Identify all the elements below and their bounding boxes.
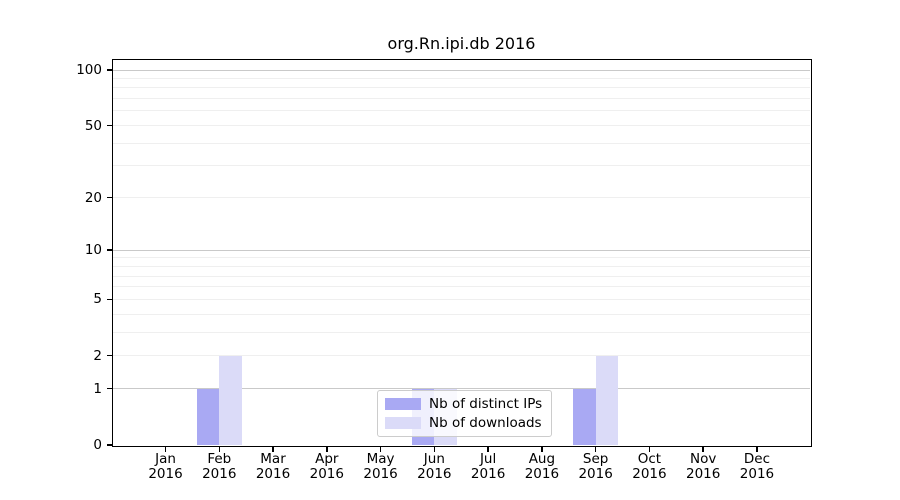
x-tick-label: Jul 2016 bbox=[470, 451, 506, 482]
y-tick-mark bbox=[106, 298, 112, 301]
minor-gridline bbox=[113, 125, 810, 127]
y-tick-label: 50 bbox=[84, 117, 102, 134]
y-tick-label: 10 bbox=[84, 242, 102, 259]
y-tick-mark bbox=[106, 249, 112, 251]
x-tick-mark bbox=[379, 446, 382, 452]
y-tick-label: 100 bbox=[76, 62, 102, 78]
x-tick-label: May 2016 bbox=[363, 451, 398, 482]
legend-swatch-distinct-ips-icon bbox=[385, 398, 421, 410]
minor-gridline bbox=[113, 87, 810, 89]
legend: Nb of distinct IPs Nb of downloads bbox=[377, 390, 553, 437]
major-gridline bbox=[113, 69, 810, 71]
x-tick-label: Mar 2016 bbox=[255, 451, 291, 482]
x-tick-label: Nov 2016 bbox=[686, 451, 721, 482]
minor-gridline bbox=[113, 286, 810, 288]
x-tick-label: Feb 2016 bbox=[202, 451, 237, 482]
x-tick-mark bbox=[756, 446, 758, 452]
y-tick-mark bbox=[106, 444, 112, 446]
minor-gridline bbox=[113, 110, 810, 112]
major-gridline bbox=[113, 388, 810, 390]
y-tick-label: 20 bbox=[84, 189, 102, 206]
minor-gridline bbox=[113, 355, 810, 357]
minor-gridline bbox=[113, 298, 810, 300]
x-tick-label: Jan 2016 bbox=[148, 451, 183, 482]
bar-downloads bbox=[595, 355, 619, 445]
minor-gridline bbox=[113, 98, 810, 100]
x-tick-mark bbox=[541, 446, 543, 452]
minor-gridline bbox=[113, 265, 810, 267]
legend-label-downloads: Nb of downloads bbox=[429, 415, 542, 431]
x-tick-label: Aug 2016 bbox=[524, 451, 560, 482]
minor-gridline bbox=[113, 257, 810, 259]
x-tick-label: Dec 2016 bbox=[739, 451, 775, 482]
x-tick-label: Oct 2016 bbox=[632, 451, 667, 482]
y-tick-label: 1 bbox=[93, 380, 102, 397]
chart-title: org.Rn.ipi.db 2016 bbox=[387, 34, 536, 53]
legend-entry-downloads: Nb of downloads bbox=[385, 415, 542, 431]
y-tick-mark bbox=[106, 196, 112, 199]
bar-distinct-ips bbox=[196, 388, 220, 445]
y-tick-label: 0 bbox=[93, 437, 102, 453]
minor-gridline bbox=[113, 331, 810, 333]
bar-downloads bbox=[219, 355, 242, 445]
minor-gridline bbox=[113, 165, 810, 167]
y-tick-label: 2 bbox=[93, 347, 102, 364]
y-tick-mark bbox=[106, 354, 112, 357]
x-tick-mark bbox=[702, 446, 704, 452]
x-tick-mark bbox=[487, 446, 489, 452]
minor-gridline bbox=[113, 77, 810, 79]
legend-entry-distinct-ips: Nb of distinct IPs bbox=[385, 396, 542, 412]
major-gridline bbox=[113, 249, 810, 251]
y-tick-mark bbox=[106, 69, 112, 71]
x-tick-mark bbox=[594, 446, 597, 452]
x-tick-label: Jun 2016 bbox=[417, 451, 452, 482]
minor-gridline bbox=[113, 313, 810, 315]
legend-label-distinct-ips: Nb of distinct IPs bbox=[429, 396, 543, 412]
legend-swatch-downloads-icon bbox=[385, 417, 421, 429]
minor-gridline bbox=[113, 142, 810, 144]
x-tick-label: Apr 2016 bbox=[309, 451, 344, 482]
minor-gridline bbox=[113, 197, 810, 199]
x-tick-mark bbox=[218, 446, 221, 452]
bar-distinct-ips bbox=[573, 388, 596, 445]
x-tick-mark bbox=[326, 446, 328, 452]
y-tick-label: 5 bbox=[93, 291, 102, 308]
x-tick-mark bbox=[272, 446, 274, 452]
y-tick-mark bbox=[106, 387, 112, 390]
plot-area: Nb of distinct IPs Nb of downloads bbox=[111, 58, 812, 447]
y-tick-mark bbox=[106, 124, 112, 127]
minor-gridline bbox=[113, 275, 810, 277]
x-tick-mark bbox=[433, 446, 436, 452]
x-tick-label: Sep 2016 bbox=[578, 451, 613, 482]
x-tick-mark bbox=[164, 446, 167, 452]
x-tick-mark bbox=[648, 446, 651, 452]
